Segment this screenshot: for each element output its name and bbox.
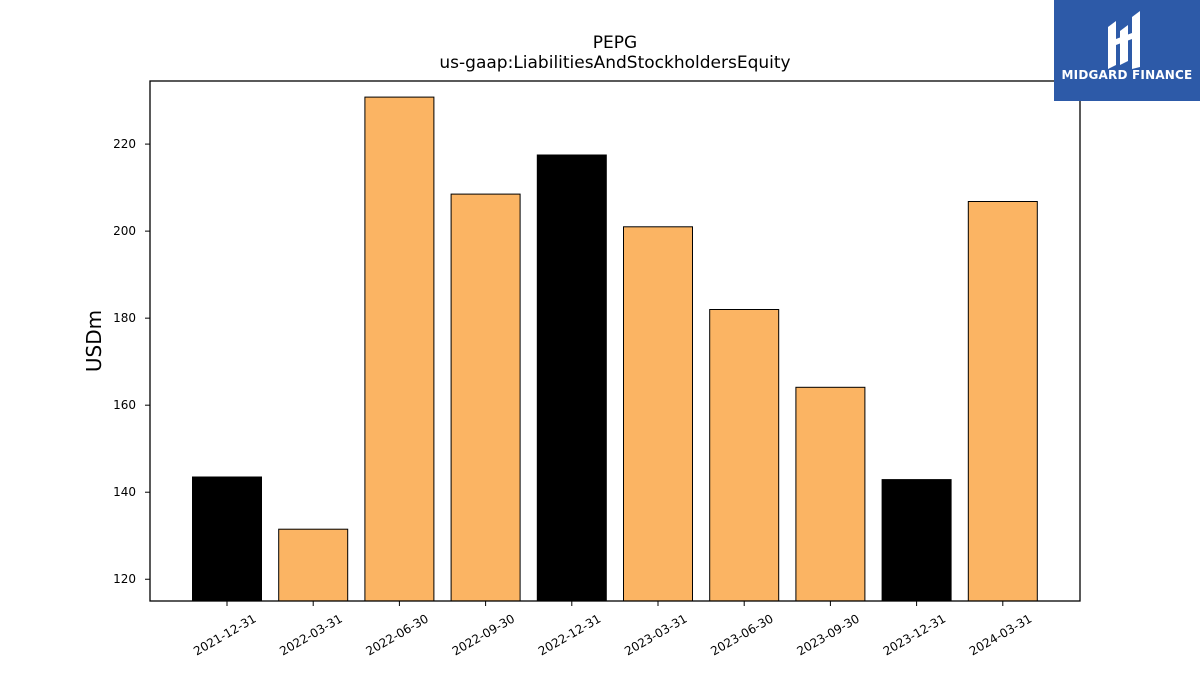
chart-title: PEPG — [593, 33, 637, 53]
chart-subtitle: us-gaap:LiabilitiesAndStockholdersEquity — [439, 53, 790, 73]
x-tick-label: 2023-12-31 — [881, 611, 948, 658]
logo-wordmark: MIDGARD FINANCE — [1061, 68, 1193, 82]
y-tick-label: 160 — [113, 398, 136, 412]
x-tick-label: 2022-03-31 — [277, 611, 344, 658]
bar-2022-06-30 — [364, 96, 435, 602]
bar-2023-03-31 — [623, 226, 693, 602]
x-tick-label: 2023-03-31 — [622, 611, 689, 658]
bar-2023-12-31 — [881, 479, 952, 602]
midgard-finance-logo: MIDGARD FINANCE — [1054, 0, 1200, 101]
y-tick-label: 140 — [113, 485, 136, 499]
plot-frame — [149, 80, 1081, 602]
bar-2021-12-31 — [192, 476, 262, 602]
x-tick-label: 2023-06-30 — [708, 611, 775, 658]
bar-2022-09-30 — [450, 193, 521, 602]
x-tick-label: 2022-09-30 — [450, 611, 517, 658]
x-tick-label: 2021-12-31 — [191, 611, 258, 658]
bar-2023-09-30 — [795, 386, 866, 602]
y-tick-label: 220 — [113, 137, 136, 151]
bar-2022-12-31 — [536, 154, 607, 602]
y-tick-label: 200 — [113, 224, 136, 238]
midgard-logo-icon — [1108, 11, 1140, 69]
x-tick-label: 2023-09-30 — [794, 611, 861, 658]
x-tick-label: 2022-06-30 — [363, 611, 430, 658]
bar-2023-06-30 — [709, 309, 780, 602]
y-axis-label: USDm — [82, 310, 106, 372]
y-tick-label: 120 — [113, 572, 136, 586]
bar-2022-03-31 — [278, 528, 349, 602]
x-tick-label: 2022-12-31 — [536, 611, 603, 658]
x-tick-label: 2024-03-31 — [967, 611, 1034, 658]
bar-2024-03-31 — [967, 201, 1038, 602]
y-tick-label: 180 — [113, 311, 136, 325]
